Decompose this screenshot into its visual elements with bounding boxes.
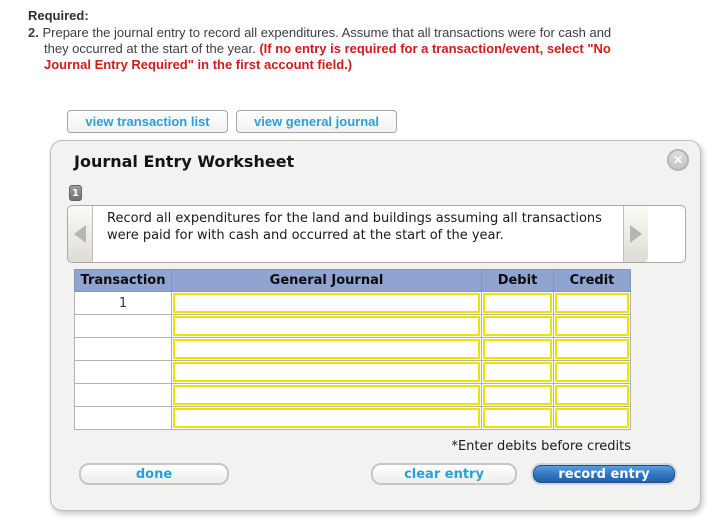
debit-input[interactable] [483, 293, 552, 313]
previous-transaction-button[interactable] [68, 206, 93, 262]
table-row [74, 383, 631, 407]
header-transaction: Transaction [74, 269, 172, 292]
debit-input[interactable] [483, 362, 552, 382]
header-general-journal: General Journal [171, 269, 482, 292]
credit-input[interactable] [555, 293, 629, 313]
header-debit: Debit [481, 269, 554, 292]
next-transaction-button[interactable] [623, 206, 648, 262]
record-entry-button[interactable]: record entry [531, 463, 677, 485]
requirement-2-black-text: Prepare the journal entry to record all … [42, 25, 612, 56]
transaction-number-cell [74, 314, 172, 338]
debit-input[interactable] [483, 408, 552, 428]
credit-input[interactable] [555, 408, 629, 428]
transaction-number-cell: 1 [74, 291, 172, 315]
panel-title: Journal Entry Worksheet [74, 152, 295, 171]
header-credit: Credit [553, 269, 631, 292]
transaction-number-cell [74, 337, 172, 361]
toolbar: view transaction list view general journ… [67, 110, 397, 133]
general-journal-input[interactable] [173, 293, 480, 313]
required-label: Required: [28, 8, 89, 23]
general-journal-input[interactable] [173, 385, 480, 405]
transaction-tab-badge[interactable]: 1 [69, 185, 82, 201]
general-journal-input[interactable] [173, 316, 480, 336]
debit-input[interactable] [483, 385, 552, 405]
journal-entry-worksheet-panel: Journal Entry Worksheet ✕ 1 Record all e… [50, 140, 701, 511]
transaction-prompt: Record all expenditures for the land and… [107, 211, 602, 243]
prompt-carousel: Record all expenditures for the land and… [67, 205, 686, 263]
arrow-left-icon [74, 225, 86, 243]
table-row [74, 406, 631, 430]
view-general-journal-button[interactable]: view general journal [236, 110, 397, 133]
transaction-number-cell [74, 406, 172, 430]
debits-before-credits-note: *Enter debits before credits [451, 439, 631, 454]
requirement-2-text: 2. Prepare the journal entry to record a… [28, 25, 612, 73]
instructions-block: Required: 2. Prepare the journal entry t… [28, 8, 612, 73]
requirement-2-red-note: (If no entry is required for a transacti… [44, 41, 611, 72]
transaction-number-cell [74, 360, 172, 384]
credit-input[interactable] [555, 339, 629, 359]
general-journal-input[interactable] [173, 408, 480, 428]
credit-input[interactable] [555, 316, 629, 336]
view-transaction-list-button[interactable]: view transaction list [67, 110, 228, 133]
arrow-right-icon [630, 225, 642, 243]
table-row: 1 [74, 291, 631, 315]
table-row [74, 337, 631, 361]
credit-input[interactable] [555, 362, 629, 382]
credit-input[interactable] [555, 385, 629, 405]
done-button[interactable]: done [79, 463, 229, 485]
transaction-number-cell [74, 383, 172, 407]
debit-input[interactable] [483, 316, 552, 336]
table-row [74, 314, 631, 338]
journal-entry-table: Transaction General Journal Debit Credit… [74, 269, 631, 430]
general-journal-input[interactable] [173, 339, 480, 359]
item-number: 2. [28, 25, 39, 40]
clear-entry-button[interactable]: clear entry [371, 463, 517, 485]
table-row [74, 360, 631, 384]
close-icon[interactable]: ✕ [667, 149, 689, 171]
debit-input[interactable] [483, 339, 552, 359]
general-journal-input[interactable] [173, 362, 480, 382]
table-header-row: Transaction General Journal Debit Credit [74, 269, 631, 292]
